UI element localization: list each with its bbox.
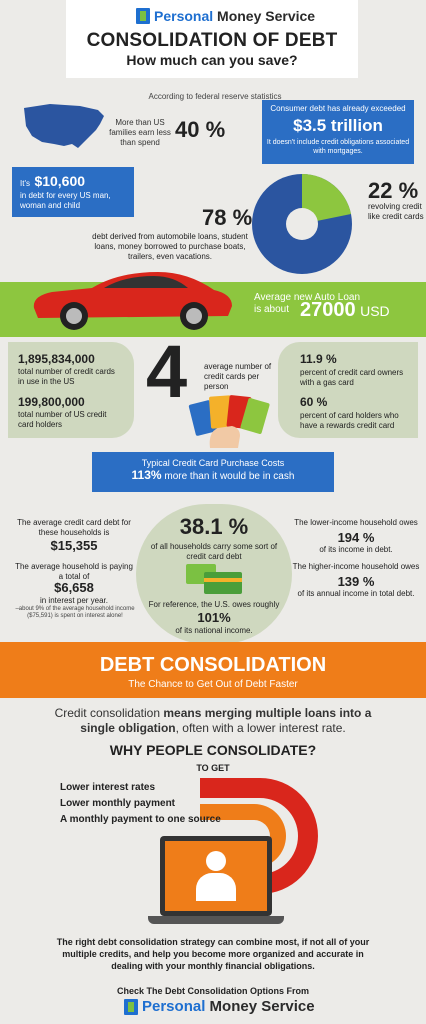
- brand-mark-icon: [136, 8, 150, 24]
- rewards-card-label: percent of card holders who have a rewar…: [300, 411, 399, 430]
- purchase-cost-value: 113%: [131, 468, 162, 482]
- avg-cards-value: 4: [146, 330, 188, 413]
- total-cards-label: total number of credit cards in use in t…: [18, 367, 115, 386]
- higher-income-post: of its annual income in total debt.: [297, 589, 415, 598]
- consumer-debt-pre: Consumer debt has already exceeded: [270, 104, 406, 113]
- laptop-icon: [160, 836, 272, 916]
- pie-credit-pct: 22 %: [368, 178, 419, 203]
- page-subtitle: How much can you save?: [126, 52, 298, 68]
- per-person-value: $10,600: [34, 173, 86, 189]
- cards-right-panel: [278, 342, 418, 438]
- higher-income-label: The higher-income household owes: [292, 562, 420, 571]
- auto-loan-amount: 27000 USD: [300, 299, 390, 322]
- reason-item-1: Lower interest rates: [60, 782, 156, 793]
- purchase-cost-text: more than it would be in cash: [164, 471, 295, 482]
- footer-brand-mark-icon: [124, 998, 138, 1015]
- definition-post: , often with a lower interest rate.: [175, 721, 346, 735]
- pie-credit-label: revolving credit like credit cards: [368, 202, 424, 221]
- per-person-pre: It's: [20, 179, 30, 188]
- total-cards-value: 1,895,834,000: [18, 352, 95, 366]
- avg-cards-label: average number of credit cards per perso…: [204, 362, 272, 391]
- credit-cards-hand-icon: [188, 395, 270, 448]
- carry-debt-label: of all households carry some sort of cre…: [150, 542, 278, 561]
- definition-pre: Credit consolidation: [54, 706, 160, 720]
- interest-note: –about 9% of the average household incom…: [15, 606, 135, 619]
- source-note: According to federal reserve statistics: [148, 92, 282, 101]
- us-map-icon: [24, 104, 104, 148]
- us-owes-value: 101%: [197, 610, 231, 625]
- per-person-post: in debt for every US man, woman and chil…: [20, 191, 111, 210]
- gas-card-value: 11.9 %: [300, 352, 337, 366]
- lower-income-label: The lower-income household owes: [294, 518, 418, 527]
- pie-hole: [286, 208, 318, 240]
- consolidation-band: DEBT CONSOLIDATION The Chance to Get Out…: [0, 642, 426, 698]
- laptop-base: [148, 916, 284, 924]
- lower-income-post: of its income in debt.: [319, 545, 393, 554]
- consolidation-title: DEBT CONSOLIDATION: [99, 654, 327, 676]
- auto-loan-value: 27000: [300, 299, 356, 321]
- money-cards-icon: [186, 564, 242, 594]
- us-owes-label: For reference, the U.S. owes roughly: [148, 600, 280, 609]
- header: Personal Money Service CONSOLIDATION OF …: [66, 0, 358, 78]
- pie-slice-credit: [302, 174, 351, 224]
- per-person-box: It's $10,600 in debt for every US man, w…: [12, 167, 134, 217]
- auto-loan-unit: USD: [360, 303, 390, 319]
- consumer-debt-value: $3.5 trillion: [293, 116, 383, 135]
- brand-name: Personal Money Service: [154, 8, 316, 24]
- families-text: More than US families earn less than spe…: [109, 118, 171, 147]
- pie-other-label: debt derived from automobile loans, stud…: [92, 232, 248, 261]
- auto-loan-line1: Average new Auto Loan: [254, 292, 361, 303]
- page-title: CONSOLIDATION OF DEBT: [86, 30, 338, 51]
- purchase-cost-box: Typical Credit Card Purchase Costs 113% …: [92, 452, 334, 492]
- person-body-icon: [196, 873, 236, 901]
- gas-card-label: percent of credit card owners with a gas…: [300, 368, 404, 387]
- lower-income-value: 194 %: [337, 530, 375, 545]
- consolidation-subtitle: The Chance to Get Out of Debt Faster: [128, 679, 298, 690]
- why-consolidate-heading: WHY PEOPLE CONSOLIDATE?: [109, 742, 317, 758]
- laptop-screen: [165, 841, 267, 911]
- purchase-cost-title: Typical Credit Card Purchase Costs: [141, 458, 285, 468]
- rewards-card-value: 60 %: [300, 395, 328, 409]
- consumer-debt-post: It doesn't include credit obligations as…: [266, 139, 410, 155]
- reason-item-3: A monthly payment to one source: [60, 814, 221, 825]
- cards-left-panel: [8, 342, 134, 438]
- footer-brand-name: Personal Money Service: [142, 998, 315, 1015]
- definition-bold: means merging multiple loans into a sing…: [80, 706, 372, 735]
- reason-item-2: Lower monthly payment: [60, 798, 176, 809]
- pie-other-pct: 78 %: [202, 205, 253, 230]
- debt-pie-chart: [252, 174, 352, 274]
- auto-loan-line2: is about: [254, 304, 290, 315]
- consumer-debt-box: Consumer debt has already exceeded $3.5 …: [262, 100, 414, 164]
- families-pct: 40 %: [175, 117, 226, 142]
- person-head-icon: [206, 851, 226, 871]
- footer-cta: Check The Debt Consolidation Options Fro…: [116, 986, 309, 996]
- interest-label: The average household is paying a total …: [15, 562, 133, 581]
- carry-debt-value: 38.1 %: [179, 514, 249, 539]
- interest-value: $6,658: [54, 580, 94, 595]
- to-get-label: TO GET: [196, 763, 230, 773]
- holders-label: total number of US credit card holders: [18, 410, 107, 429]
- higher-income-value: 139 %: [337, 574, 375, 589]
- brand-logo[interactable]: Personal Money Service: [136, 8, 315, 24]
- us-owes-post: of its national income.: [175, 626, 253, 635]
- consolidation-closing: The right debt consolidation strategy ca…: [56, 937, 370, 971]
- consolidation-definition: Credit consolidation means merging multi…: [40, 706, 386, 736]
- avg-debt-value: $15,355: [50, 538, 98, 553]
- avg-debt-label: The average credit card debt for these h…: [17, 518, 131, 537]
- interest-post: in interest per year.: [39, 596, 109, 605]
- holders-value: 199,800,000: [18, 395, 85, 409]
- car-icon: [33, 272, 233, 330]
- footer-logo[interactable]: Personal Money Service: [124, 998, 315, 1015]
